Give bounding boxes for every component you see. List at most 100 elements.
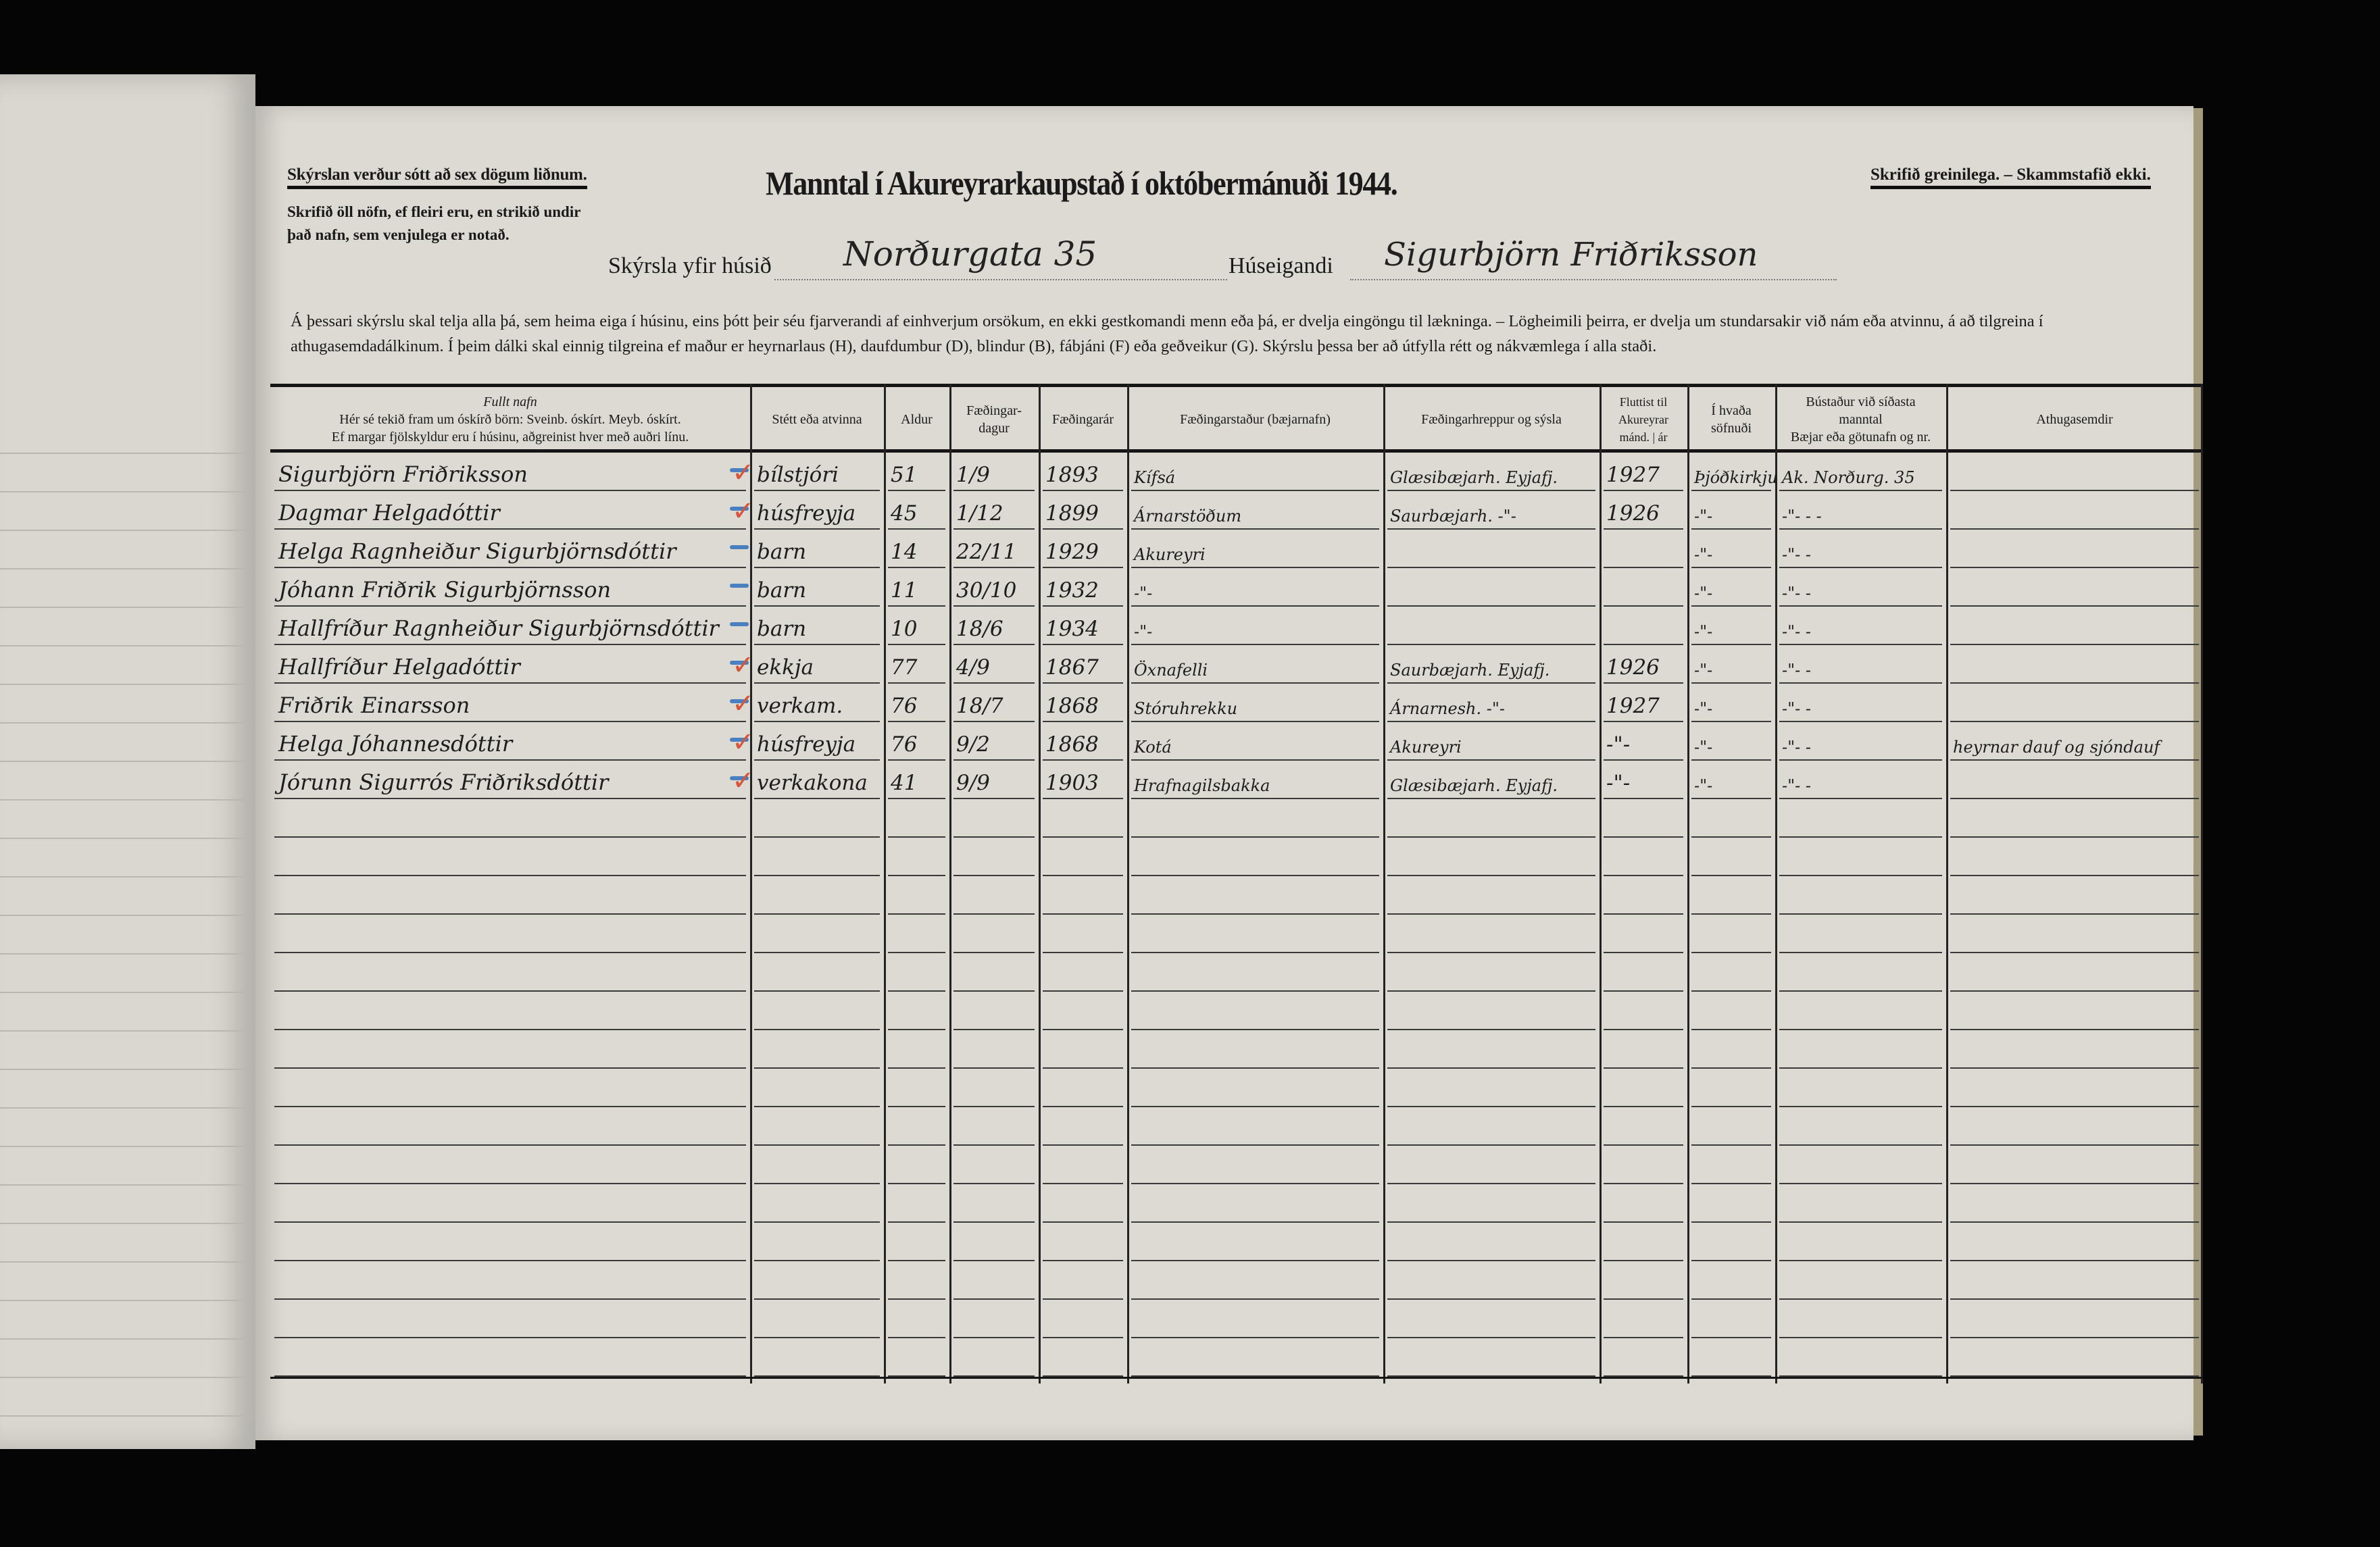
row-rule [274, 605, 746, 607]
table-bottom-rule [270, 1377, 2203, 1379]
row-rule [1691, 1337, 1771, 1338]
row-rule [953, 1067, 1035, 1069]
row-rule [1604, 836, 1683, 838]
row-rule [1604, 682, 1683, 684]
row-rule [1950, 490, 2199, 491]
row-rule [274, 1029, 746, 1030]
cell-birthyear: 1893 [1045, 463, 1099, 487]
row-rule [888, 952, 945, 953]
row-rule [888, 759, 945, 761]
cell-birthyear: 1899 [1045, 501, 1099, 526]
row-rule [1691, 528, 1771, 530]
cell-birthplace: Árnarstöðum [1134, 507, 1242, 526]
row-rule [1779, 605, 1942, 607]
column-divider [1600, 384, 1602, 1384]
table-row [270, 876, 2203, 915]
row-rule [1043, 528, 1123, 530]
row-rule [1043, 644, 1123, 645]
row-rule [953, 1221, 1035, 1223]
row-rule [888, 1260, 945, 1261]
red-check-mark-icon: ✓ [732, 765, 755, 796]
table-row [270, 799, 2203, 838]
blue-mark [730, 584, 749, 588]
row-rule [274, 1067, 746, 1069]
row-rule [1691, 798, 1771, 799]
row-rule [274, 836, 746, 838]
owner-label: Húseigandi [1229, 253, 1333, 278]
table-row: Sigurbjörn Friðriksson bílstjóri 51 1/9 1893… [270, 453, 2203, 491]
house-value: Norðurgata 35 [843, 234, 1097, 274]
blue-mark [730, 622, 749, 626]
row-rule [274, 721, 746, 722]
row-rule [1691, 1375, 1771, 1377]
row-rule [1604, 1106, 1683, 1107]
row-rule [1950, 644, 2199, 645]
left-page-rule [0, 992, 250, 993]
row-rule [1779, 875, 1942, 876]
table-row: Jóhann Friðrik Sigurbjörnsson barn 11 30/10… [270, 568, 2203, 607]
row-rule [1131, 605, 1379, 607]
row-rule [1691, 990, 1771, 992]
row-rule [754, 759, 880, 761]
table-row [270, 1146, 2203, 1184]
cell-name: Hallfríður Ragnheiður Sigurbjörnsdóttir [278, 615, 719, 641]
left-page-rule [0, 568, 250, 569]
cell-congregation: -"- [1694, 545, 1713, 564]
row-rule [1387, 759, 1595, 761]
row-rule [1131, 913, 1379, 915]
page-edge [2193, 108, 2203, 1436]
row-rule [1691, 1144, 1771, 1146]
cell-birthplace: Hrafnagilsbakka [1134, 776, 1270, 795]
cell-parish: Árnarnesh. -"- [1390, 699, 1505, 718]
cell-occupation: húsfreyja [757, 732, 856, 757]
row-rule [888, 528, 945, 530]
row-rule [1691, 836, 1771, 838]
row-rule [1691, 1029, 1771, 1030]
cell-age: 11 [891, 578, 918, 603]
row-rule [1691, 759, 1771, 761]
left-page-rule [0, 915, 250, 916]
cell-occupation: verkam. [757, 694, 843, 718]
left-page-rule [0, 953, 250, 955]
cell-parish: Saurbæjarh. -"- [1390, 507, 1516, 526]
left-page-rule [0, 607, 250, 608]
row-rule [1043, 836, 1123, 838]
row-rule [274, 1298, 746, 1300]
row-rule [1604, 875, 1683, 876]
row-rule [1131, 1375, 1379, 1377]
table-row [270, 1069, 2203, 1107]
row-rule [274, 1106, 746, 1107]
row-rule [1604, 798, 1683, 799]
row-rule [888, 1106, 945, 1107]
row-rule [274, 1337, 746, 1338]
form-title: Manntal í Akureyrarkaupstað í októbermán… [766, 164, 1398, 202]
row-rule [953, 682, 1035, 684]
column-header-age: Aldur [901, 412, 933, 427]
left-page-rule [0, 1107, 250, 1109]
left-page-rule [0, 645, 250, 646]
table-right-border [2201, 384, 2203, 1384]
left-page-rule [0, 1261, 250, 1263]
row-rule [1779, 1221, 1942, 1223]
row-rule [1950, 1183, 2199, 1184]
cell-birthday: 1/9 [956, 463, 990, 487]
row-rule [1779, 682, 1942, 684]
cell-name: Dagmar Helgadóttir [278, 500, 500, 526]
column-header-occupation: Stétt eða atvinna [772, 412, 862, 427]
row-rule [1950, 1260, 2199, 1261]
row-rule [1950, 1221, 2199, 1223]
cell-congregation: -"- [1694, 699, 1713, 718]
row-rule [953, 644, 1035, 645]
row-rule [1043, 1337, 1123, 1338]
row-rule [1043, 1144, 1123, 1146]
row-rule [1604, 759, 1683, 761]
row-rule [888, 1298, 945, 1300]
row-rule [1950, 682, 2199, 684]
cell-age: 45 [891, 501, 918, 526]
row-rule [1691, 1106, 1771, 1107]
cell-birthplace: -"- [1134, 622, 1153, 641]
row-rule [1387, 644, 1595, 645]
row-rule [1779, 1067, 1942, 1069]
cell-birthyear: 1932 [1045, 578, 1099, 603]
row-rule [1387, 875, 1595, 876]
